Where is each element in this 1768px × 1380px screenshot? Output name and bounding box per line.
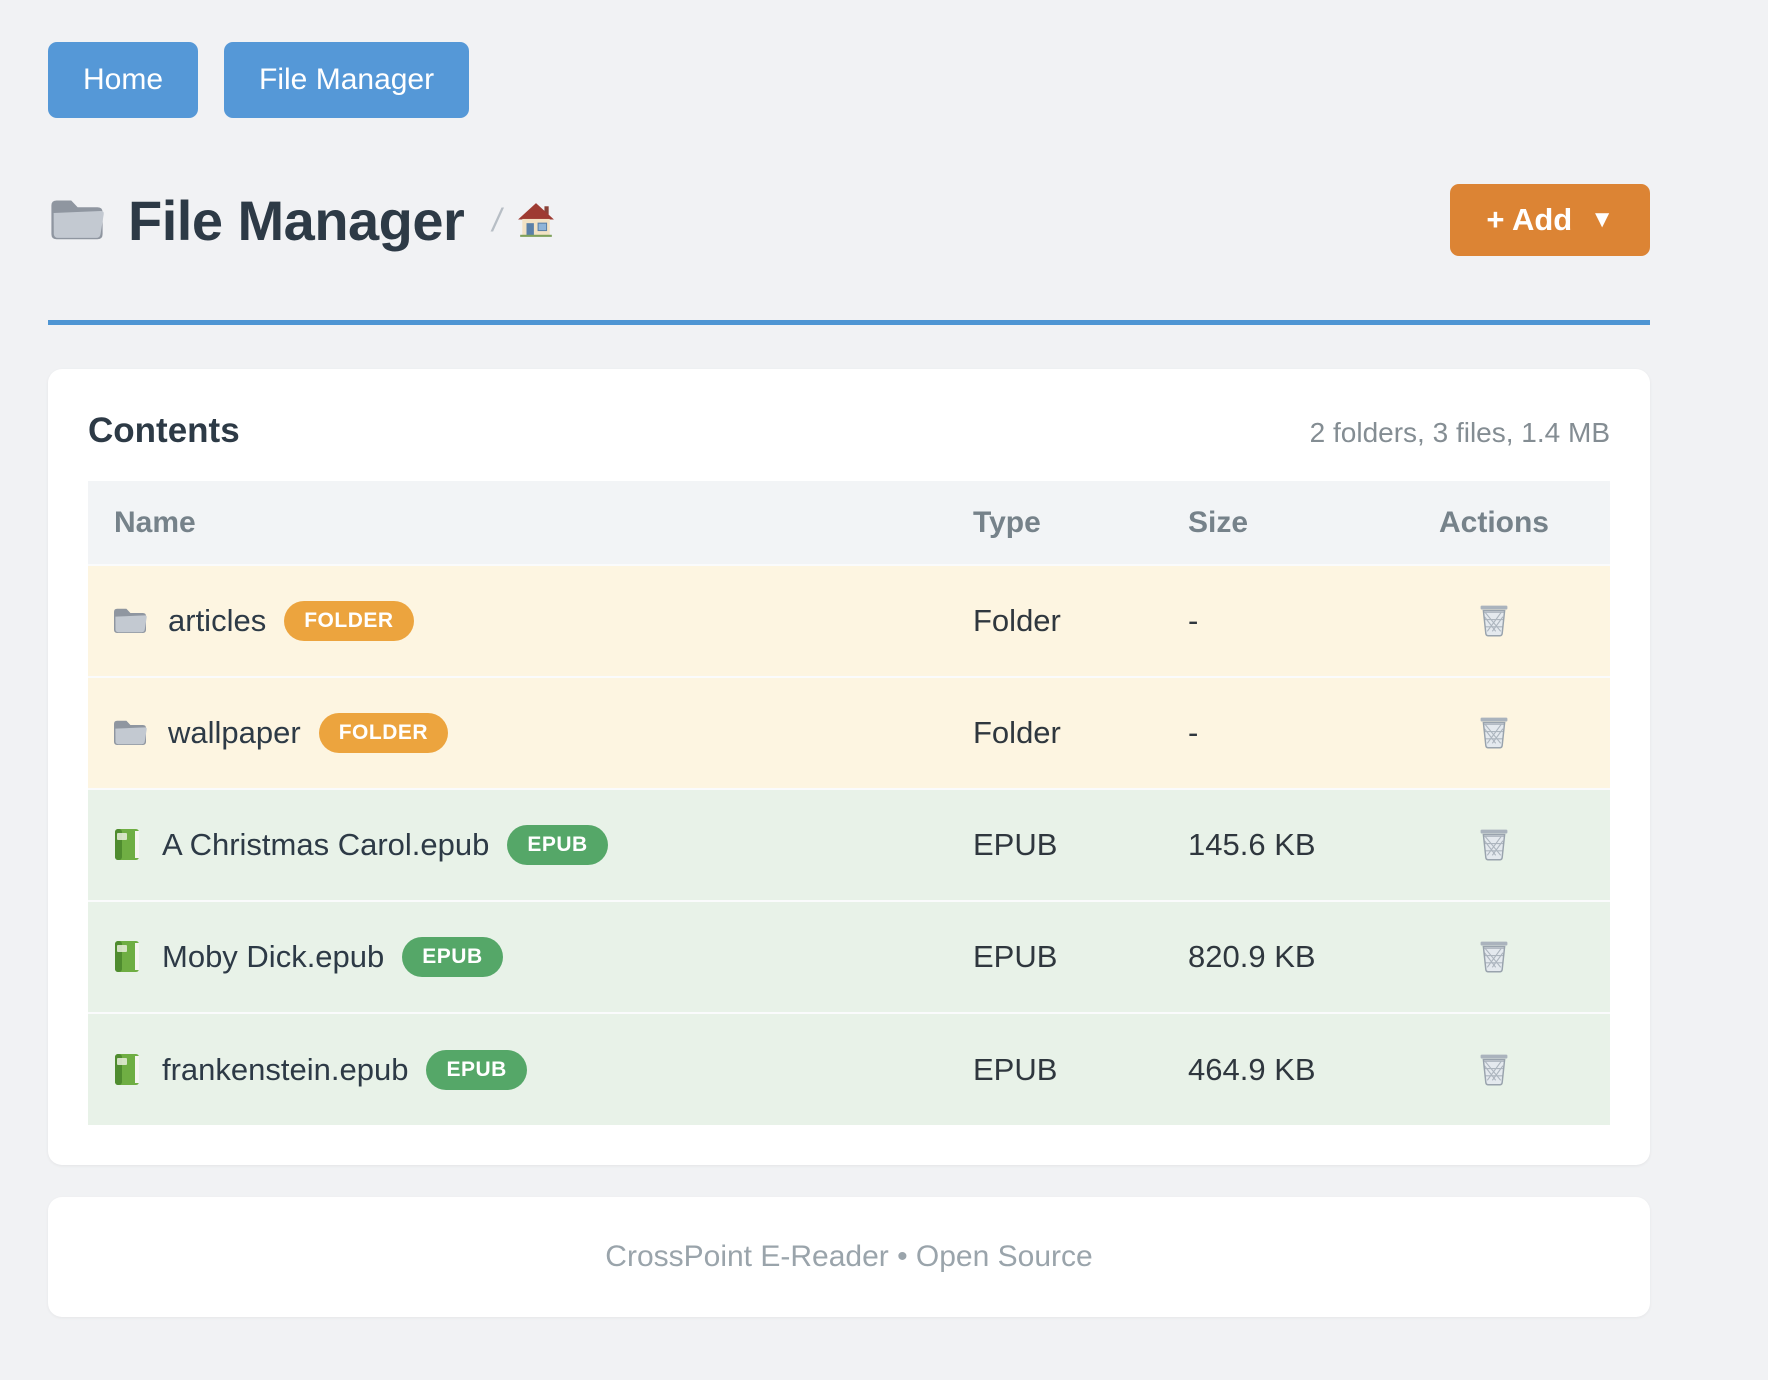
add-button-label: + Add bbox=[1486, 202, 1573, 237]
type-cell: Folder bbox=[973, 564, 1188, 677]
table-row: Moby Dick.epub EPUB EPUB 820.9 KB bbox=[88, 900, 1610, 1013]
table-row: articles FOLDER Folder - bbox=[88, 564, 1610, 677]
home-icon[interactable] bbox=[517, 202, 555, 238]
column-header-actions: Actions bbox=[1378, 481, 1610, 565]
delete-button[interactable] bbox=[1473, 932, 1515, 981]
file-name[interactable]: frankenstein.epub bbox=[162, 1051, 409, 1087]
type-badge: EPUB bbox=[402, 937, 503, 977]
table-row: wallpaper FOLDER Folder - bbox=[88, 676, 1610, 789]
type-badge: FOLDER bbox=[318, 713, 449, 753]
contents-card: Contents 2 folders, 3 files, 1.4 MB Name… bbox=[48, 369, 1650, 1165]
caret-down-icon: ▼ bbox=[1590, 206, 1614, 233]
type-cell: EPUB bbox=[973, 900, 1188, 1013]
contents-table: Name Type Size Actions articles bbox=[88, 481, 1610, 1125]
size-cell: - bbox=[1188, 564, 1378, 677]
type-badge: FOLDER bbox=[284, 601, 414, 641]
size-cell: 145.6 KB bbox=[1188, 788, 1378, 901]
nav-button-file-manager[interactable]: File Manager bbox=[224, 42, 470, 118]
table-header-row: Name Type Size Actions bbox=[88, 481, 1610, 565]
column-header-type: Type bbox=[973, 481, 1188, 565]
column-header-size: Size bbox=[1188, 481, 1378, 565]
table-row: frankenstein.epub EPUB EPUB 464.9 KB bbox=[88, 1012, 1610, 1125]
folder-icon bbox=[112, 606, 148, 636]
nav-button-home[interactable]: Home bbox=[48, 42, 199, 118]
table-row: A Christmas Carol.epub EPUB EPUB 145.6 K… bbox=[88, 788, 1610, 901]
type-cell: Folder bbox=[973, 676, 1188, 789]
file-name[interactable]: Moby Dick.epub bbox=[162, 939, 385, 974]
footer-text: CrossPoint E-Reader • Open Source bbox=[605, 1240, 1093, 1273]
delete-button[interactable] bbox=[1473, 820, 1515, 869]
add-button[interactable]: + Add ▼ bbox=[1450, 184, 1650, 256]
contents-table-body: articles FOLDER Folder - bbox=[88, 564, 1610, 1125]
top-nav: Home File Manager bbox=[48, 0, 1650, 118]
contents-title: Contents bbox=[88, 411, 240, 450]
file-name[interactable]: A Christmas Carol.epub bbox=[162, 827, 490, 862]
column-header-name: Name bbox=[88, 481, 973, 565]
type-cell: EPUB bbox=[973, 788, 1188, 901]
delete-button[interactable] bbox=[1473, 596, 1515, 645]
size-cell: - bbox=[1188, 676, 1378, 789]
type-badge: EPUB bbox=[507, 825, 608, 865]
folder-icon bbox=[112, 718, 148, 748]
page-title: File Manager bbox=[128, 188, 465, 252]
file-name[interactable]: articles bbox=[168, 603, 267, 638]
size-cell: 820.9 KB bbox=[1188, 900, 1378, 1013]
contents-summary: 2 folders, 3 files, 1.4 MB bbox=[1309, 417, 1610, 448]
folder-icon bbox=[48, 196, 106, 244]
delete-button[interactable] bbox=[1473, 708, 1515, 757]
footer: CrossPoint E-Reader • Open Source bbox=[48, 1197, 1650, 1317]
file-name[interactable]: wallpaper bbox=[168, 715, 301, 750]
delete-button[interactable] bbox=[1473, 1045, 1515, 1094]
book-icon bbox=[112, 939, 142, 975]
type-cell: EPUB bbox=[973, 1012, 1188, 1125]
book-icon bbox=[112, 1052, 142, 1088]
book-icon bbox=[112, 827, 142, 863]
size-cell: 464.9 KB bbox=[1188, 1012, 1378, 1125]
title-divider bbox=[48, 320, 1650, 325]
page-header: File Manager / + Add ▼ bbox=[48, 184, 1650, 256]
breadcrumb-separator: / bbox=[492, 201, 502, 238]
type-badge: EPUB bbox=[426, 1049, 527, 1090]
